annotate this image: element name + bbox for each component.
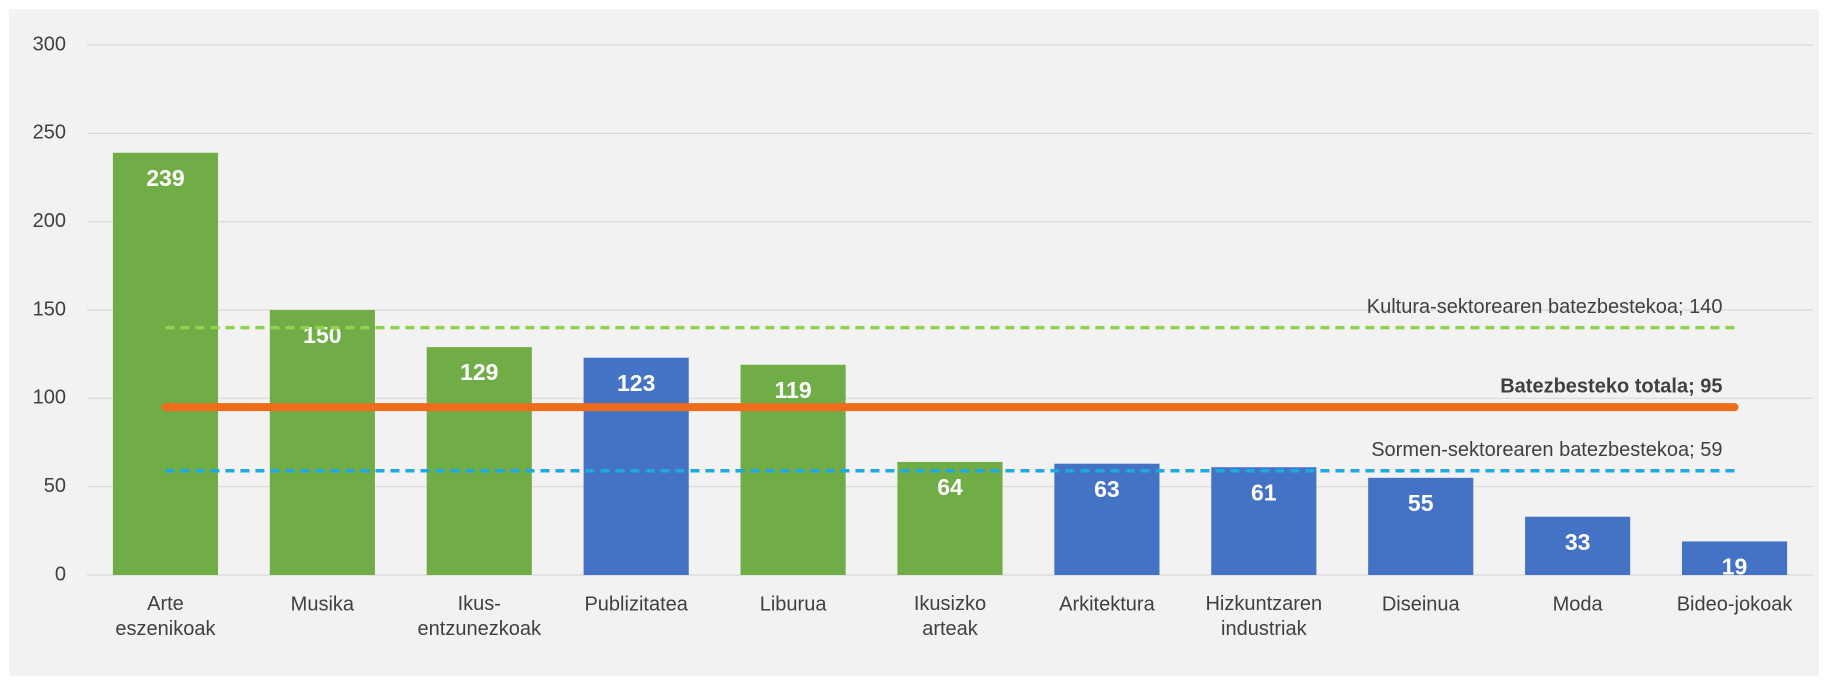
data-label: 239 <box>146 165 184 191</box>
x-tick-label: Moda <box>1553 593 1604 615</box>
bar <box>269 310 375 575</box>
reference-label: Sormen-sektorearen batezbestekoa; 59 <box>1371 439 1722 461</box>
reference-label: Kultura-sektorearen batezbestekoa; 140 <box>1367 296 1723 318</box>
x-tick-label: Ikusizko arteak <box>914 593 986 640</box>
x-tick-label: Arte eszenikoak <box>115 593 216 640</box>
y-tick-label: 250 <box>33 122 66 144</box>
x-tick-label: Hizkuntzaren industriak <box>1205 593 1322 640</box>
bar <box>426 347 532 575</box>
bar <box>1525 516 1631 575</box>
reference-label: Batezbesteko totala; 95 <box>1500 375 1722 397</box>
x-tick-label: Publizitatea <box>584 593 688 615</box>
y-tick-label: 50 <box>44 475 66 497</box>
bar <box>897 461 1003 575</box>
bar <box>1368 477 1474 575</box>
data-label: 33 <box>1565 529 1591 555</box>
bar <box>1681 541 1788 575</box>
y-tick-label: 300 <box>33 33 66 55</box>
y-tick-label: 150 <box>33 298 66 320</box>
bar <box>1054 463 1160 575</box>
bar <box>1211 467 1317 575</box>
data-label: 61 <box>1251 479 1277 505</box>
data-label: 119 <box>775 377 812 403</box>
data-label: 63 <box>1094 476 1120 502</box>
data-label: 55 <box>1408 490 1434 516</box>
x-tick-label: Diseinua <box>1382 593 1461 615</box>
data-label: 19 <box>1722 554 1748 580</box>
x-tick-label: Arkitektura <box>1059 593 1155 615</box>
bar <box>112 152 219 575</box>
y-tick-label: 0 <box>55 563 66 585</box>
x-tick-label: Ikus-entzunezkoak <box>418 593 542 640</box>
data-label: 129 <box>460 359 498 385</box>
x-tick-label: Liburua <box>760 593 828 615</box>
x-tick-label: Bideo-jokoak <box>1677 593 1794 615</box>
x-tick-label: Musika <box>291 593 355 615</box>
bar <box>583 357 689 575</box>
data-label: 123 <box>617 370 655 396</box>
data-label: 64 <box>937 474 963 500</box>
y-tick-label: 200 <box>33 210 66 232</box>
y-tick-label: 100 <box>33 387 66 409</box>
